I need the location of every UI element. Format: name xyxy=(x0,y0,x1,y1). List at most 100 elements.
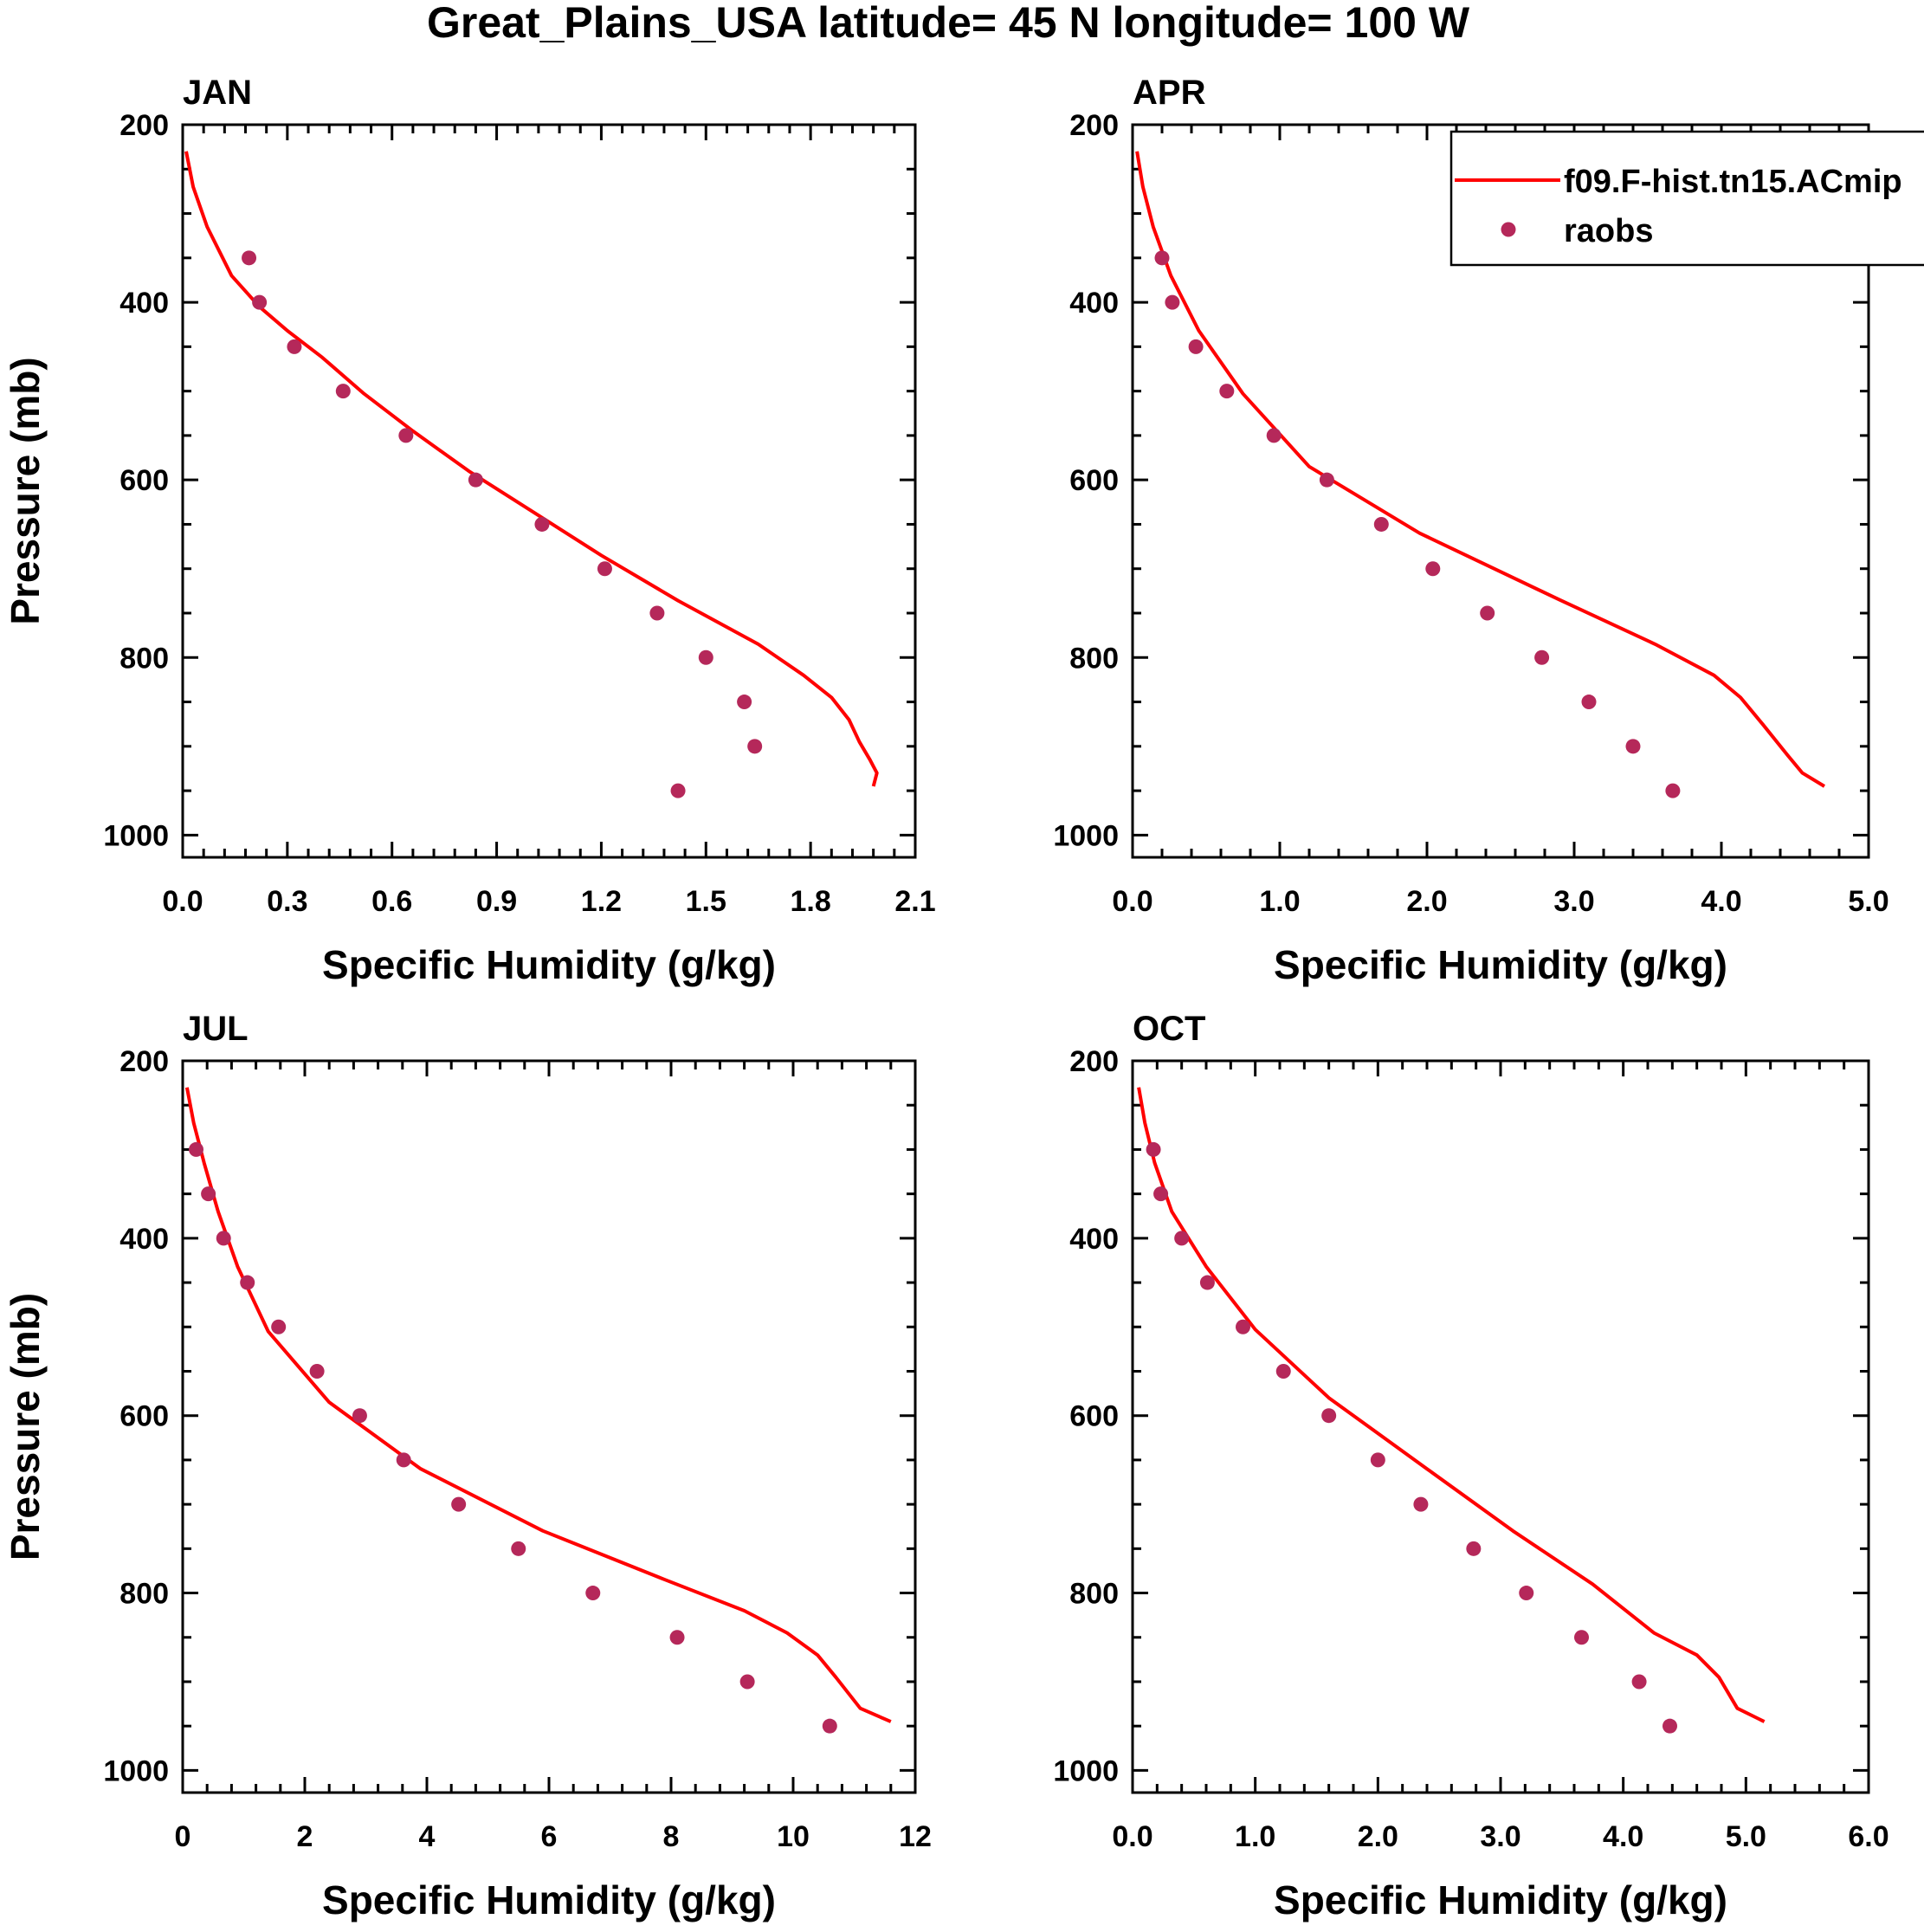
raobs-point-jan xyxy=(670,783,686,798)
raobs-point-apr xyxy=(1319,472,1334,488)
raobs-point-jan xyxy=(698,649,713,665)
panel-apr: 0.0 1.0 2.0 3.0 4.0 5.0 200 400 600 800 1000 APR Spe… xyxy=(1053,74,1888,987)
y-tick-label-apr: 1000 xyxy=(1053,819,1119,852)
raobs-point-jul xyxy=(585,1586,601,1601)
panel-jul: 0 2 4 6 8 10 12 200 400 600 800 1000 JUL Specific Hum… xyxy=(3,1010,932,1922)
x-tick-label-jan: 0.9 xyxy=(476,885,517,918)
raobs-point-jul xyxy=(511,1541,526,1556)
raobs-point-jul xyxy=(216,1231,231,1246)
panel-title-oct: OCT xyxy=(1133,1010,1205,1048)
y-axis-label-jul: Pressure (mb) xyxy=(3,1293,48,1560)
x-tick-label-jan: 1.5 xyxy=(686,885,726,918)
x-tick-label-jan: 1.8 xyxy=(791,885,831,918)
raobs-point-jul xyxy=(189,1141,204,1157)
raobs-point-apr xyxy=(1534,649,1550,665)
plot-frame-jan xyxy=(181,123,917,859)
raobs-point-jul xyxy=(201,1186,216,1202)
raobs-point-jan xyxy=(287,339,302,354)
model-line-jan xyxy=(184,151,879,787)
x-tick-label-jan: 0.6 xyxy=(371,885,412,918)
raobs-point-jan xyxy=(252,294,268,310)
raobs-point-apr xyxy=(1425,561,1441,577)
raobs-point-oct xyxy=(1321,1408,1337,1424)
x-tick-label-jan: 0.3 xyxy=(267,885,307,918)
raobs-point-jan xyxy=(398,428,414,443)
raobs-point-oct xyxy=(1413,1496,1429,1512)
y-tick-label-oct: 200 xyxy=(1069,1045,1119,1078)
y-tick-label-apr: 400 xyxy=(1069,287,1119,320)
legend-marker-swatch xyxy=(1501,222,1516,237)
y-tick-label-apr: 800 xyxy=(1069,642,1119,675)
y-tick-label-jan: 400 xyxy=(119,287,169,320)
y-tick-label-oct: 1000 xyxy=(1053,1754,1119,1787)
raobs-point-apr xyxy=(1480,605,1495,621)
x-tick-label-apr: 1.0 xyxy=(1259,885,1300,918)
raobs-point-apr xyxy=(1625,739,1641,754)
y-tick-label-oct: 800 xyxy=(1069,1578,1119,1611)
raobs-point-oct xyxy=(1236,1319,1250,1334)
panel-oct: 0.0 1.0 2.0 3.0 4.0 5.0 6.0 200 400 600 800 1000 OCT… xyxy=(1053,1010,1888,1922)
x-tick-label-apr: 5.0 xyxy=(1848,885,1888,918)
x-tick-label-jan: 0.0 xyxy=(162,885,203,918)
raobs-point-jul xyxy=(669,1630,685,1645)
y-tick-label-jul: 200 xyxy=(119,1045,169,1078)
x-axis-label-jul: Specific Humidity (g/kg) xyxy=(322,1877,776,1922)
y-tick-label-jul: 600 xyxy=(119,1400,169,1433)
x-tick-label-jul: 2 xyxy=(297,1820,313,1853)
raobs-point-jul xyxy=(822,1718,837,1734)
y-tick-label-jul: 400 xyxy=(119,1223,169,1256)
raobs-point-apr xyxy=(1165,294,1180,310)
x-tick-label-apr: 2.0 xyxy=(1406,885,1447,918)
x-tick-label-jul: 12 xyxy=(899,1820,932,1853)
raobs-point-oct xyxy=(1146,1141,1161,1157)
x-tick-label-oct: 4.0 xyxy=(1603,1820,1643,1853)
x-tick-label-oct: 1.0 xyxy=(1235,1820,1275,1853)
raobs-point-jan xyxy=(242,250,257,266)
x-tick-label-jan: 2.1 xyxy=(894,885,935,918)
raobs-point-oct xyxy=(1631,1674,1647,1690)
raobs-point-oct xyxy=(1663,1718,1677,1734)
raobs-point-jul xyxy=(451,1496,467,1512)
x-tick-label-oct: 6.0 xyxy=(1848,1820,1888,1853)
y-tick-label-jul: 800 xyxy=(119,1578,169,1611)
raobs-point-jan xyxy=(649,605,665,621)
panels: 0.0 0.3 0.6 0.9 1.2 1.5 1.8 2.1 200 400 600 800 1000… xyxy=(3,74,1889,1922)
raobs-point-jan xyxy=(468,472,483,488)
y-tick-label-oct: 400 xyxy=(1069,1223,1119,1256)
plot-frame-apr xyxy=(1131,123,1870,859)
panel-title-jul: JUL xyxy=(183,1010,249,1048)
raobs-point-jan xyxy=(597,561,612,577)
raobs-point-oct xyxy=(1174,1231,1190,1246)
x-axis-label-jan: Specific Humidity (g/kg) xyxy=(322,942,776,987)
y-tick-label-jul: 1000 xyxy=(103,1754,169,1787)
x-tick-label-jul: 8 xyxy=(663,1820,680,1853)
raobs-point-apr xyxy=(1665,783,1681,798)
y-tick-label-jan: 800 xyxy=(119,642,169,675)
x-tick-label-jul: 0 xyxy=(175,1820,191,1853)
legend: f09.F-hist.tn15.ACmip raobs xyxy=(1449,130,1924,267)
raobs-point-oct xyxy=(1466,1541,1482,1556)
x-tick-label-apr: 0.0 xyxy=(1112,885,1152,918)
raobs-point-jul xyxy=(396,1452,411,1468)
x-tick-label-jan: 1.2 xyxy=(581,885,622,918)
x-tick-label-oct: 0.0 xyxy=(1112,1820,1152,1853)
x-tick-label-jul: 4 xyxy=(419,1820,436,1853)
raobs-point-jan xyxy=(737,695,752,710)
raobs-point-apr xyxy=(1219,384,1235,399)
x-axis-label-apr: Specific Humidity (g/kg) xyxy=(1274,942,1727,987)
legend-obs-label: raobs xyxy=(1564,213,1653,249)
raobs-point-apr xyxy=(1581,695,1597,710)
raobs-point-jan xyxy=(747,739,763,754)
y-tick-label-oct: 600 xyxy=(1069,1400,1119,1433)
x-tick-label-oct: 3.0 xyxy=(1480,1820,1520,1853)
figure-title: Great_Plains_USA latitude= 45 N longitud… xyxy=(427,0,1470,47)
raobs-point-oct xyxy=(1275,1363,1291,1379)
raobs-point-apr xyxy=(1373,516,1389,532)
raobs-point-oct xyxy=(1574,1630,1589,1645)
raobs-point-jan xyxy=(534,516,550,532)
raobs-point-jan xyxy=(335,384,351,399)
raobs-point-apr xyxy=(1266,428,1282,443)
raobs-point-oct xyxy=(1519,1586,1534,1601)
raobs-point-oct xyxy=(1199,1275,1215,1290)
